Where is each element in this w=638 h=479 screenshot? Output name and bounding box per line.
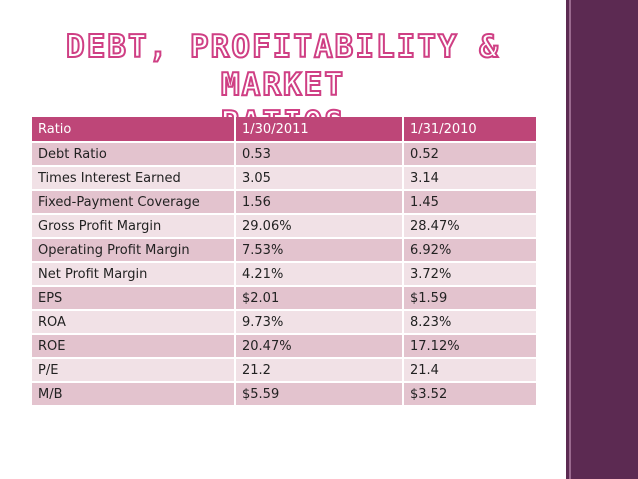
ratio-name: Times Interest Earned: [32, 167, 234, 189]
table-header-row: Ratio 1/30/2011 1/31/2010: [32, 117, 536, 141]
header-date-2010: 1/31/2010: [402, 117, 536, 141]
table-row: P/E 21.2 21.4: [32, 359, 536, 381]
ratio-name: Net Profit Margin: [32, 263, 234, 285]
value-2011: 7.53%: [234, 239, 402, 261]
table-row: Times Interest Earned 3.05 3.14: [32, 167, 536, 189]
table-row: M/B $5.59 $3.52: [32, 383, 536, 405]
value-2010: 0.52: [402, 143, 536, 165]
value-2011: 20.47%: [234, 335, 402, 357]
value-2010: 8.23%: [402, 311, 536, 333]
value-2010: 1.45: [402, 191, 536, 213]
ratios-table: Ratio 1/30/2011 1/31/2010 Debt Ratio 0.5…: [32, 115, 536, 407]
ratio-name: Operating Profit Margin: [32, 239, 234, 261]
value-2011: $5.59: [234, 383, 402, 405]
header-date-2011: 1/30/2011: [234, 117, 402, 141]
value-2010: 17.12%: [402, 335, 536, 357]
decorative-sidebar: [566, 0, 638, 479]
decorative-sidebar-stripe: [569, 0, 571, 479]
value-2011: $2.01: [234, 287, 402, 309]
table-row: Net Profit Margin 4.21% 3.72%: [32, 263, 536, 285]
table-row: Debt Ratio 0.53 0.52: [32, 143, 536, 165]
value-2011: 4.21%: [234, 263, 402, 285]
value-2010: $1.59: [402, 287, 536, 309]
slide-title-line-1: DEBT, PROFITABILITY & MARKET: [65, 28, 500, 104]
value-2011: 9.73%: [234, 311, 402, 333]
ratio-name: M/B: [32, 383, 234, 405]
table-row: Operating Profit Margin 7.53% 6.92%: [32, 239, 536, 261]
value-2011: 29.06%: [234, 215, 402, 237]
ratio-name: ROA: [32, 311, 234, 333]
table-row: ROA 9.73% 8.23%: [32, 311, 536, 333]
value-2010: 6.92%: [402, 239, 536, 261]
value-2010: 3.72%: [402, 263, 536, 285]
table-row: Gross Profit Margin 29.06% 28.47%: [32, 215, 536, 237]
ratio-name: Debt Ratio: [32, 143, 234, 165]
value-2010: 28.47%: [402, 215, 536, 237]
ratio-name: ROE: [32, 335, 234, 357]
ratio-name: Fixed-Payment Coverage: [32, 191, 234, 213]
value-2010: $3.52: [402, 383, 536, 405]
value-2011: 3.05: [234, 167, 402, 189]
table-row: ROE 20.47% 17.12%: [32, 335, 536, 357]
table-row: Fixed-Payment Coverage 1.56 1.45: [32, 191, 536, 213]
value-2010: 21.4: [402, 359, 536, 381]
value-2011: 0.53: [234, 143, 402, 165]
table-row: EPS $2.01 $1.59: [32, 287, 536, 309]
value-2010: 3.14: [402, 167, 536, 189]
header-ratio: Ratio: [32, 117, 234, 141]
ratio-name: P/E: [32, 359, 234, 381]
ratio-name: Gross Profit Margin: [32, 215, 234, 237]
slide-title: DEBT, PROFITABILITY & MARKET RATIOS: [28, 28, 538, 142]
value-2011: 1.56: [234, 191, 402, 213]
ratio-name: EPS: [32, 287, 234, 309]
value-2011: 21.2: [234, 359, 402, 381]
